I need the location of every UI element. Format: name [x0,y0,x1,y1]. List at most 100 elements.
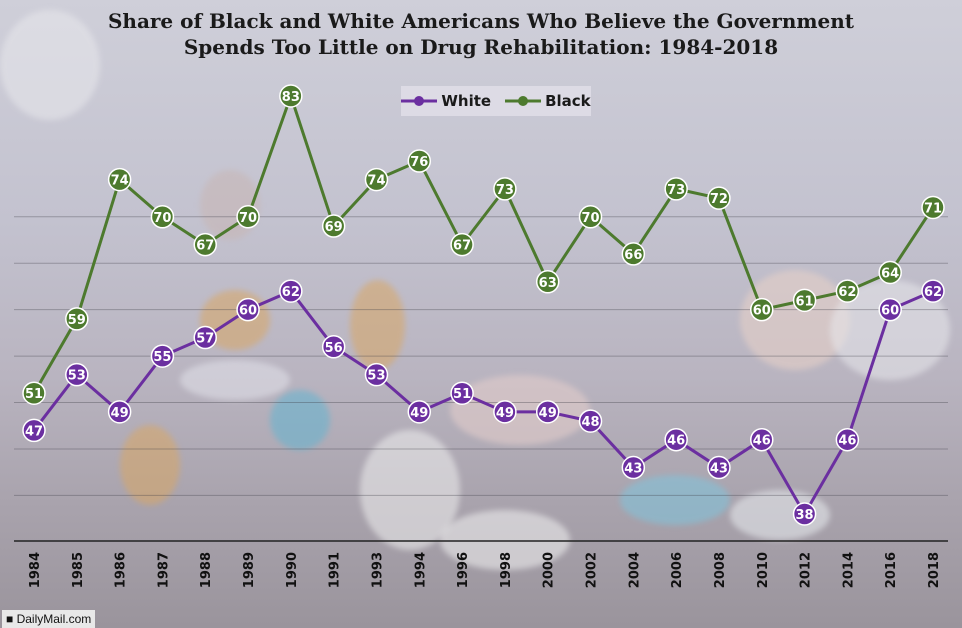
pill-blob [120,425,180,505]
x-tick-label: 1993 [370,552,385,588]
data-point-white: 48 [578,409,603,433]
data-point-black: 83 [279,84,303,108]
x-tick-label: 2012 [799,552,814,588]
data-point-white: 62 [921,279,945,303]
data-point-white: 55 [150,344,175,368]
x-tick-label: 1989 [242,552,257,588]
data-label: 43 [624,462,642,477]
data-point-white: 38 [792,502,817,526]
x-tick-label: 1985 [71,552,86,588]
data-point-black: 74 [364,167,389,192]
data-points: 47 53 49 55 57 60 62 56 53 49 51 49 49 48 43 46 43 46 38 46… [22,84,945,526]
data-label: 55 [153,350,171,365]
data-point-black: 73 [493,177,517,201]
data-label: 69 [325,220,343,235]
data-point-white: 60 [878,297,902,322]
data-label: 76 [410,155,428,170]
series-lines [32,94,935,516]
legend-item-black: Black [505,92,591,110]
data-point-black: 51 [22,381,46,405]
x-tick-label: 2004 [627,552,642,588]
data-point-black: 70 [578,205,603,229]
chart-title: Share of Black and White Americans Who B… [0,8,962,60]
data-point-black: 70 [150,205,175,229]
data-point-white: 43 [621,455,646,480]
data-label: 73 [667,183,685,198]
x-tick-label: 1998 [499,552,514,588]
pill-blob [450,375,590,445]
data-point-white: 49 [493,400,517,424]
series-line-white [32,289,934,516]
legend-item-white: White [401,92,491,110]
data-point-white: 53 [65,362,89,387]
data-label: 59 [68,313,86,328]
data-label: 70 [239,211,257,226]
data-label: 60 [239,304,257,319]
data-label: 72 [710,192,728,207]
data-label: 67 [453,239,471,254]
data-label: 46 [753,434,771,449]
pill-blob [440,510,570,570]
x-tick-label: 1994 [413,552,428,588]
chart-title-line-2: Spends Too Little on Drug Rehabilitation… [183,35,779,59]
data-point-black: 64 [878,260,902,285]
legend-swatch-white [401,94,438,108]
data-point-white: 49 [407,400,432,424]
x-tick-label: 1984 [28,552,43,588]
data-label: 73 [496,183,514,198]
data-point-black: 76 [407,149,432,173]
legend: White Black [401,86,591,116]
x-tick-label: 1996 [456,552,471,588]
data-label: 63 [539,276,557,291]
data-point-black: 74 [107,167,132,192]
data-label: 62 [282,285,300,300]
x-tick-label: 2008 [713,552,728,588]
data-point-white: 60 [236,297,260,322]
data-label: 61 [796,294,814,309]
data-label: 49 [111,406,129,421]
x-tick-label: 1987 [156,552,171,588]
data-label: 70 [153,211,171,226]
data-point-black: 67 [193,232,217,257]
data-label: 43 [710,462,728,477]
pill-blob [180,360,290,400]
data-label: 74 [111,174,129,189]
data-label: 48 [581,415,599,430]
legend-swatch-black [505,94,542,108]
data-label: 83 [282,90,300,105]
data-point-black: 63 [535,270,560,294]
data-point-white: 56 [321,335,346,359]
data-label: 60 [753,304,771,319]
chart-title-line-1: Share of Black and White Americans Who B… [107,9,855,33]
x-tick-label: 1991 [328,552,343,588]
data-point-white: 46 [750,427,774,452]
dailymail-watermark: ■ DailyMail.com [2,610,96,628]
x-tick-label: 2014 [841,552,856,588]
x-tick-label: 1988 [199,552,214,588]
data-label: 49 [410,406,428,421]
data-point-white: 43 [707,455,731,480]
x-tick-label: 2006 [670,552,685,588]
data-point-black: 66 [621,242,646,266]
data-label: 62 [924,285,942,300]
data-point-black: 59 [65,307,89,331]
data-label: 49 [539,406,557,421]
data-label: 57 [196,332,214,347]
x-tick-label: 2010 [756,552,771,588]
data-point-white: 51 [450,381,474,405]
data-point-white: 46 [835,427,860,452]
data-point-black: 70 [236,205,260,229]
legend-label-white: White [441,92,492,110]
x-tick-label: 2018 [927,552,942,588]
data-point-black: 72 [707,186,731,210]
x-tick-label: 1986 [114,552,129,588]
pill-blob [270,390,330,450]
data-label: 67 [196,239,214,254]
data-point-black: 61 [792,288,817,313]
data-label: 60 [881,304,899,319]
data-point-black: 62 [835,279,860,303]
data-label: 70 [581,211,599,226]
data-point-black: 67 [450,232,474,257]
data-label: 38 [796,508,814,523]
